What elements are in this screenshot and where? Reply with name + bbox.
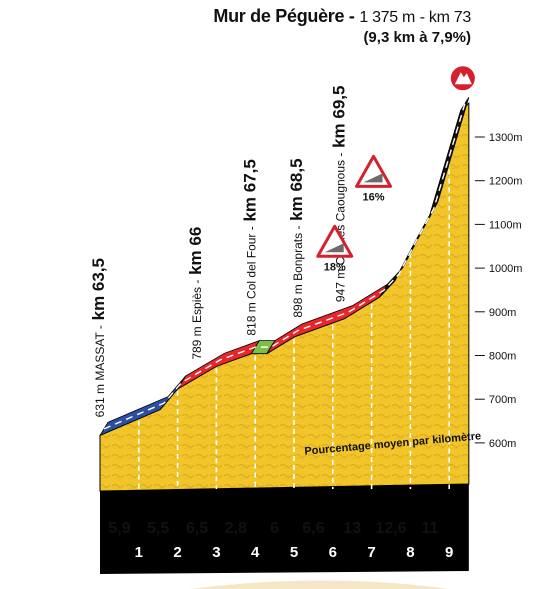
- km-number-label: 9: [445, 544, 453, 561]
- km-number-label: 7: [367, 544, 375, 561]
- waypoint-km: km 66: [186, 227, 205, 280]
- waypoint-altitude: 898 m: [291, 284, 305, 317]
- waypoint-km: km 68,5: [287, 158, 306, 225]
- km-number-label: 4: [251, 544, 260, 561]
- waypoint-km: km 67,5: [240, 159, 259, 226]
- waypoint-altitude: 789 m: [190, 326, 204, 359]
- km-number-label: 6: [329, 544, 337, 561]
- km-number-label: 3: [212, 544, 220, 561]
- km-number-label: 8: [406, 544, 414, 561]
- km-gradient-label: 5,5: [147, 520, 169, 537]
- max-grade-label: 18%: [324, 261, 346, 273]
- waypoint-km: km 69,5: [330, 86, 349, 153]
- km-gradient-label: 2,8: [225, 520, 247, 537]
- y-tick-label: 900m: [489, 307, 517, 319]
- waypoint-label: 818 m Col del Four - km 67,5: [240, 159, 259, 336]
- km-gradient-label: 6,5: [186, 520, 208, 537]
- max-grade-label: 16%: [363, 191, 385, 203]
- waypoint-km: km 63,5: [89, 258, 108, 325]
- waypoint-label: 789 m Espiès - km 66: [186, 227, 205, 360]
- km-gradient-label: 13: [343, 520, 361, 537]
- waypoint-altitude: 818 m: [244, 302, 258, 335]
- waypoint-name: Col del Four -: [244, 226, 258, 302]
- km-number-label: 5: [290, 544, 298, 561]
- km-number-label: 1: [135, 544, 143, 561]
- profile-face: [100, 103, 469, 491]
- waypoint-altitude: 947 m: [334, 269, 348, 302]
- km-gradient-label: 12,6: [375, 520, 406, 537]
- y-tick-label: 1100m: [489, 219, 522, 231]
- y-tick-label: 1000m: [489, 263, 523, 275]
- y-tick-label: 600m: [489, 438, 517, 450]
- km-number-label: 2: [173, 544, 181, 561]
- km-gradient-label: 6: [270, 520, 279, 537]
- waypoint-name: Bonprats -: [291, 226, 305, 285]
- km-gradient-label: 11: [421, 520, 438, 537]
- km-gradient-label: 6,6: [302, 520, 324, 537]
- waypoint-label: 631 m MASSAT - km 63,5: [89, 258, 108, 417]
- waypoint-label: 898 m Bonprats - km 68,5: [287, 158, 306, 317]
- ground-shadow: [190, 581, 449, 589]
- waypoint-name: Espiès -: [190, 280, 204, 327]
- waypoint-name: MASSAT -: [93, 325, 107, 384]
- km-gradient-label: 5,9: [108, 520, 130, 537]
- y-tick-label: 700m: [489, 394, 517, 406]
- waypoint-altitude: 631 m: [93, 384, 107, 417]
- y-tick-label: 800m: [489, 351, 517, 363]
- y-tick-label: 1300m: [489, 132, 523, 144]
- y-tick-label: 1200m: [489, 176, 523, 188]
